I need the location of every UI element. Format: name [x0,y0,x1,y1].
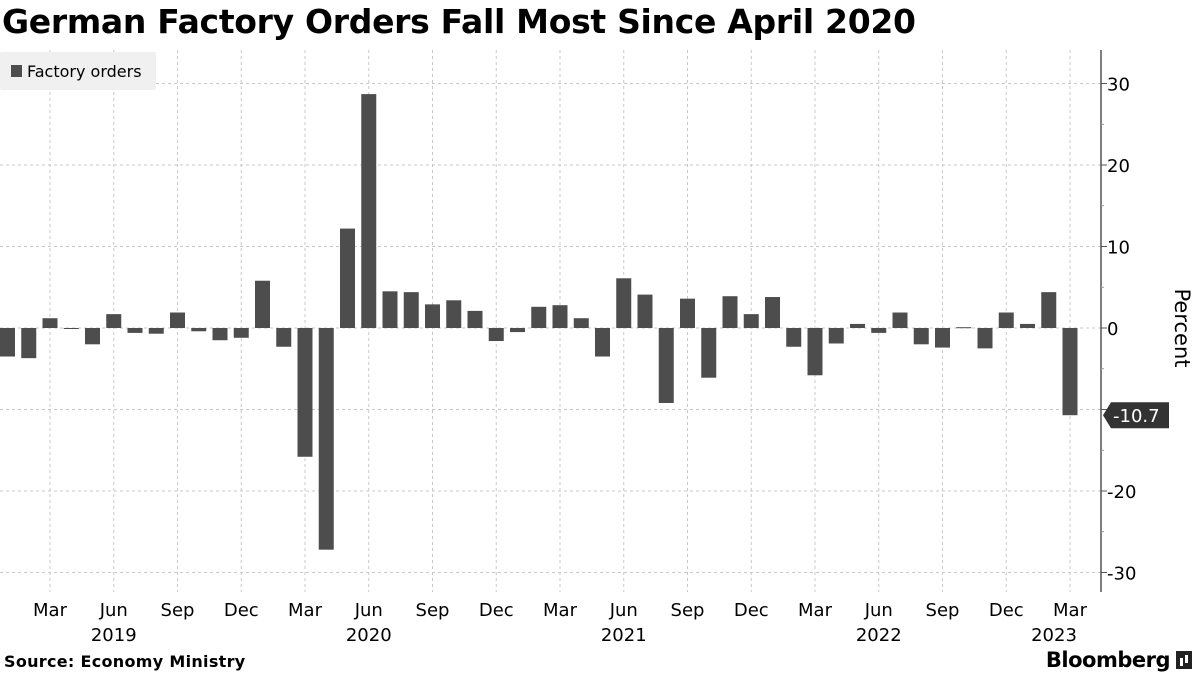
bar-jul-2020 [382,291,398,328]
x-year-label: 2022 [856,625,902,646]
bar-jan-2022 [765,297,780,328]
bar-mar-2022 [807,328,823,376]
bar-nov-2019 [212,328,228,341]
bar-may-2020 [340,228,355,328]
bar-feb-2020 [276,328,292,347]
bar-jun-2022 [871,328,887,333]
bar-apr-2022 [828,328,844,344]
bar-mar-2021 [552,305,568,328]
x-tick-label: Mar [798,600,833,621]
bar-sep-2021 [680,298,695,328]
x-year-label: 2023 [1031,625,1077,646]
y-tick-label: 10 [1107,238,1130,259]
bar-jun-2021 [616,278,632,328]
bar-jul-2021 [637,294,653,328]
x-year-label: 2019 [91,625,137,646]
x-year-label: 2020 [346,625,392,646]
x-year-label: 2021 [601,625,647,646]
bar-sep-2022 [935,328,950,348]
y-tick-label: 30 [1107,75,1130,96]
y-tick-label: -20 [1107,482,1136,503]
bar-may-2019 [85,328,100,345]
source-note: Source: Economy Ministry [4,652,246,671]
x-tick-label: Jun [864,600,893,621]
bar-feb-2021 [531,306,547,328]
bar-sep-2020 [425,304,440,328]
bar-nov-2020 [467,310,483,328]
bar-aug-2022 [913,328,929,345]
x-tick-label: Mar [1053,600,1088,621]
bar-dec-2020 [488,328,504,342]
bar-dec-2021 [743,314,759,328]
bar-aug-2019 [148,328,164,334]
x-tick-label: Jun [354,600,383,621]
bar-mar-2019 [42,318,58,328]
bar-nov-2021 [722,296,738,328]
legend-swatch [11,65,22,77]
x-tick-label: Jun [609,600,638,621]
bar-feb-2022 [786,328,802,347]
y-tick-label: -30 [1107,564,1136,585]
bar-apr-2019 [63,328,79,329]
bar-dec-2019 [233,328,249,338]
x-tick-label: Dec [224,600,259,621]
brand-name: Bloomberg [1045,648,1171,672]
bloomberg-logo: Bloomberg [1046,648,1192,672]
bar-jan-2023 [1020,323,1035,328]
bar-mar-2023 [1062,328,1078,416]
legend-label: Factory orders [27,62,142,81]
bar-feb-2023 [1041,292,1057,328]
bar-oct-2019 [191,328,207,332]
bar-feb-2019 [21,328,37,359]
bar-mar-2020 [297,328,313,457]
bar-aug-2021 [658,328,674,403]
bar-jan-2020 [255,280,270,328]
x-tick-label: Mar [288,600,323,621]
bar-apr-2020 [318,328,334,550]
bar-jan-2019 [0,328,15,357]
bar-jul-2019 [127,328,143,333]
bar-oct-2022 [956,327,972,329]
chart-title: German Factory Orders Fall Most Since Ap… [2,2,916,41]
x-tick-label: Jun [99,600,128,621]
x-tick-label: Sep [671,600,705,621]
x-tick-label: Sep [161,600,195,621]
bar-oct-2020 [446,300,462,328]
bar-may-2021 [595,328,610,357]
x-tick-label: Dec [989,600,1024,621]
x-tick-label: Dec [479,600,514,621]
bar-jun-2020 [361,94,377,328]
y-tick-label: 0 [1107,319,1118,340]
x-tick-label: Mar [543,600,578,621]
last-value-label: -10.7 [1113,406,1160,427]
bar-may-2022 [850,323,865,328]
bar-apr-2021 [573,318,589,328]
x-tick-label: Sep [416,600,450,621]
bar-oct-2021 [701,328,717,378]
x-tick-label: Mar [33,600,68,621]
bar-jul-2022 [892,312,908,328]
last-value-badge [1103,402,1169,429]
bar-jun-2019 [106,314,122,328]
bar-aug-2020 [403,292,419,328]
y-axis-title: Percent [1170,288,1194,367]
bar-nov-2022 [977,328,993,349]
bloomberg-bars-icon [1176,651,1192,669]
bar-sep-2019 [170,312,185,328]
legend-box [0,52,156,90]
x-tick-label: Sep [926,600,960,621]
x-tick-label: Dec [734,600,769,621]
y-tick-label: 20 [1107,156,1130,177]
bar-jan-2021 [510,328,525,333]
bar-dec-2022 [998,312,1014,328]
